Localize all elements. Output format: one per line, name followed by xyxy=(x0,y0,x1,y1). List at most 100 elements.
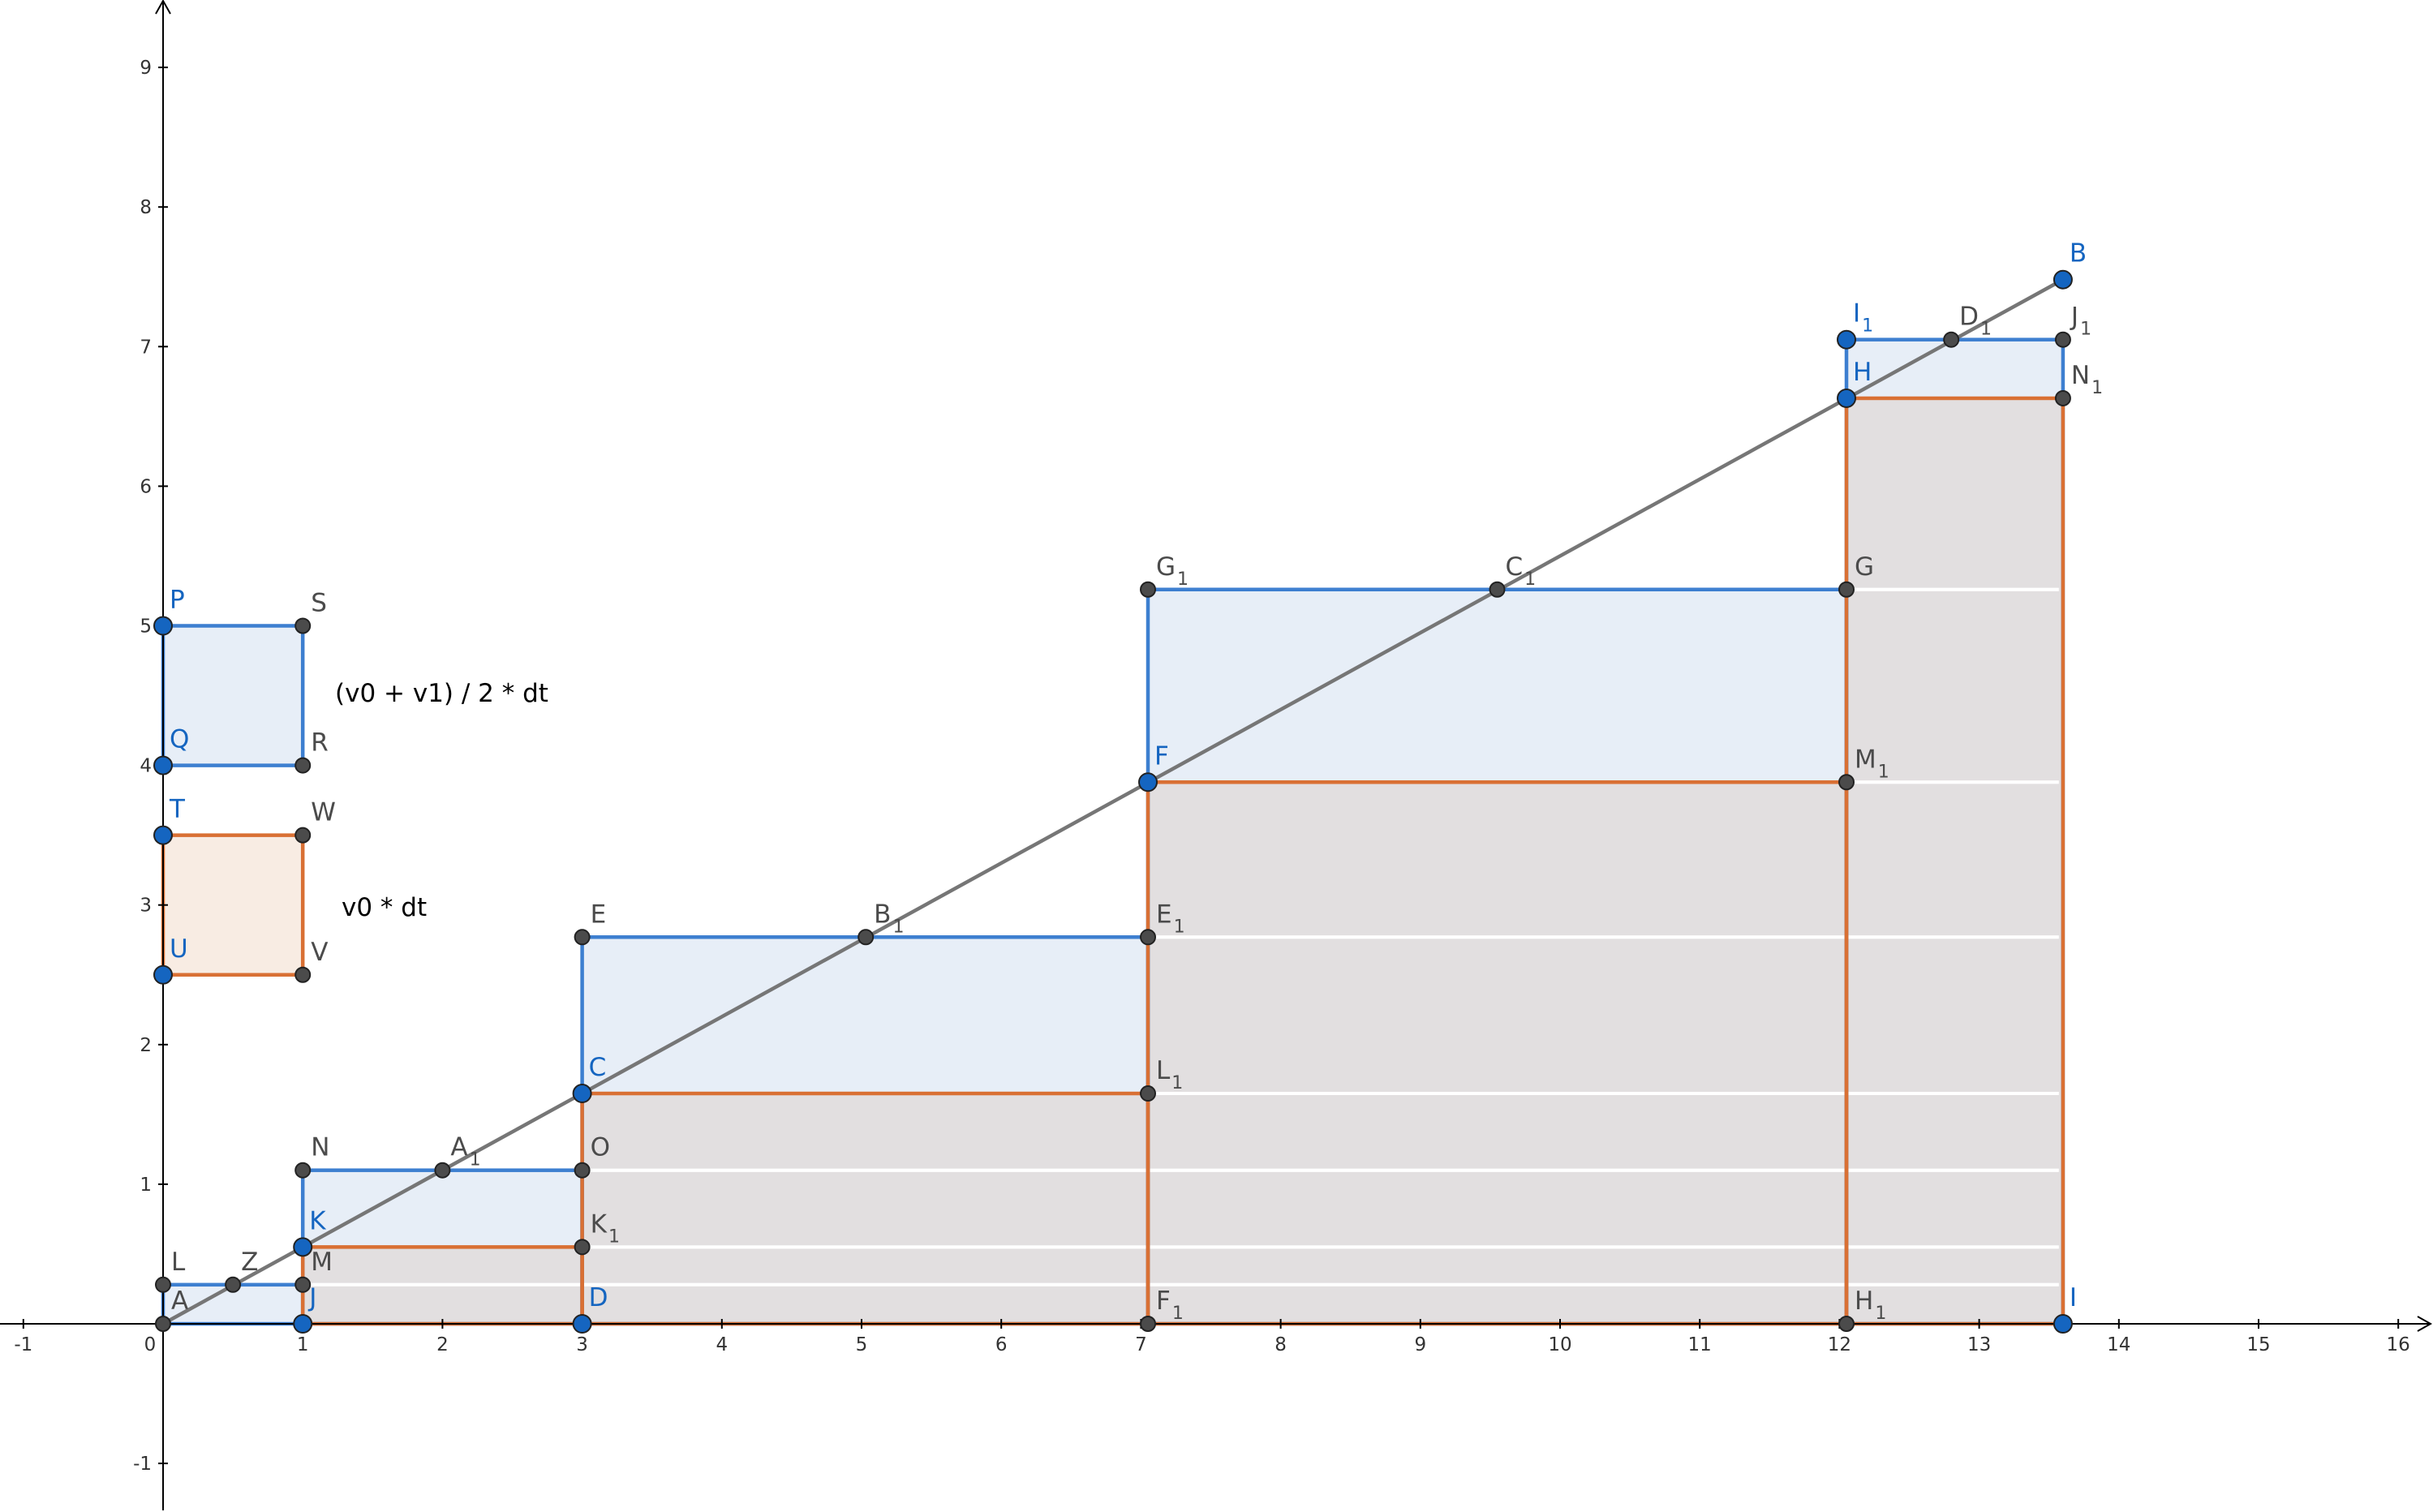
point-label-name: N xyxy=(311,1133,329,1162)
point-H1[interactable] xyxy=(1838,1316,1855,1332)
point-label-N1: N1 xyxy=(2071,361,2103,398)
point-B[interactable] xyxy=(2053,269,2073,290)
point-C[interactable] xyxy=(572,1084,592,1104)
point-M[interactable] xyxy=(294,1276,312,1293)
point-Q[interactable] xyxy=(153,755,173,775)
point-O[interactable] xyxy=(574,1162,591,1179)
y-tick-label: 2 xyxy=(140,1035,152,1056)
legend-blue-box xyxy=(161,624,305,767)
point-V[interactable] xyxy=(294,966,312,983)
x-tick-label: 12 xyxy=(1828,1334,1851,1355)
point-E1[interactable] xyxy=(1140,929,1157,946)
point-W[interactable] xyxy=(294,827,312,844)
point-label-F: F xyxy=(1154,741,1169,771)
point-M1[interactable] xyxy=(1838,774,1855,791)
x-tick-label: 1 xyxy=(297,1334,309,1355)
x-tick-label: -1 xyxy=(14,1334,32,1355)
point-K1[interactable] xyxy=(574,1239,591,1256)
point-label-name: B xyxy=(2070,239,2087,268)
point-Z[interactable] xyxy=(225,1276,242,1293)
point-label-name: M xyxy=(311,1248,333,1277)
x-tick-label: 8 xyxy=(1275,1334,1287,1355)
legend-base-label: v0 * dt xyxy=(342,893,427,922)
point-label-U: U xyxy=(170,934,188,964)
point-label-P: P xyxy=(170,586,185,615)
point-label-I1: I1 xyxy=(1853,299,1873,337)
point-label-E1: E1 xyxy=(1156,900,1185,937)
point-L[interactable] xyxy=(155,1276,171,1293)
point-label-name: H xyxy=(1853,358,1872,387)
point-A1[interactable] xyxy=(434,1162,451,1179)
point-label-name: I xyxy=(1853,299,1860,329)
point-I1[interactable] xyxy=(1837,329,1857,350)
point-G[interactable] xyxy=(1838,581,1855,598)
x-tick-label: 9 xyxy=(1414,1334,1426,1355)
point-D1[interactable] xyxy=(1943,331,1960,348)
point-label-name: I xyxy=(2070,1283,2077,1312)
x-tick-label: 10 xyxy=(1548,1334,1571,1355)
point-label-subscript: 1 xyxy=(1524,569,1536,590)
y-tick-label: 6 xyxy=(140,476,152,497)
point-label-name: E xyxy=(1156,900,1172,929)
point-label-R: R xyxy=(311,728,329,758)
point-P[interactable] xyxy=(153,616,173,636)
point-label-D: D xyxy=(589,1283,608,1312)
blue-area-fill xyxy=(582,937,1149,1094)
point-E[interactable] xyxy=(574,929,591,946)
point-G1[interactable] xyxy=(1140,581,1157,598)
point-H[interactable] xyxy=(1837,388,1857,408)
point-N[interactable] xyxy=(294,1162,312,1179)
point-label-A: A xyxy=(171,1286,188,1316)
line-layer xyxy=(161,277,2065,1325)
point-label-name: Z xyxy=(241,1248,258,1277)
point-label-I: I xyxy=(2070,1283,2077,1312)
point-label-subscript: 1 xyxy=(1878,762,1889,782)
point-F[interactable] xyxy=(1138,772,1158,793)
y-tick-label: 4 xyxy=(140,756,152,777)
point-label-T: T xyxy=(169,795,186,824)
point-label-subscript: 1 xyxy=(1980,320,1992,340)
point-label-name: Q xyxy=(170,725,189,754)
point-R[interactable] xyxy=(294,757,312,774)
y-tick-label: 8 xyxy=(140,197,152,218)
point-label-J1: J1 xyxy=(2070,303,2091,340)
point-label-name: N xyxy=(2071,361,2090,390)
point-N1[interactable] xyxy=(2054,389,2071,406)
point-L1[interactable] xyxy=(1140,1085,1157,1102)
point-label-name: L xyxy=(171,1248,186,1277)
point-J[interactable] xyxy=(293,1314,313,1334)
point-T[interactable] xyxy=(153,825,173,845)
point-K[interactable] xyxy=(293,1237,313,1257)
point-D[interactable] xyxy=(572,1314,592,1334)
point-C1[interactable] xyxy=(1489,581,1506,598)
point-I[interactable] xyxy=(2053,1314,2073,1334)
point-S[interactable] xyxy=(294,617,312,634)
point-label-name: W xyxy=(311,798,336,827)
point-U[interactable] xyxy=(153,964,173,985)
y-tick-label: 5 xyxy=(140,616,152,638)
y-tick-label: 3 xyxy=(140,896,152,917)
point-label-name: O xyxy=(591,1133,610,1162)
point-B1[interactable] xyxy=(858,929,875,946)
point-A[interactable] xyxy=(155,1316,171,1332)
point-label-K1: K1 xyxy=(591,1209,620,1247)
y-tick-label: 9 xyxy=(140,58,152,79)
point-label-name: S xyxy=(311,589,327,618)
legend-average-label: (v0 + v1) / 2 * dt xyxy=(335,679,548,708)
x-tick-label: 11 xyxy=(1688,1334,1712,1355)
point-label-subscript: 1 xyxy=(1177,569,1189,590)
points-layer[interactable] xyxy=(153,269,2073,1334)
point-label-O: O xyxy=(591,1133,610,1162)
x-tick-label: 3 xyxy=(576,1334,588,1355)
point-label-subscript: 1 xyxy=(1174,917,1185,937)
point-J1[interactable] xyxy=(2054,331,2071,348)
point-F1[interactable] xyxy=(1140,1316,1157,1332)
point-label-name: J xyxy=(307,1283,316,1312)
point-label-C1: C1 xyxy=(1506,552,1537,590)
point-label-name: F xyxy=(1156,1286,1171,1316)
point-label-G: G xyxy=(1855,552,1874,582)
blue-area-fill xyxy=(1846,339,2063,398)
